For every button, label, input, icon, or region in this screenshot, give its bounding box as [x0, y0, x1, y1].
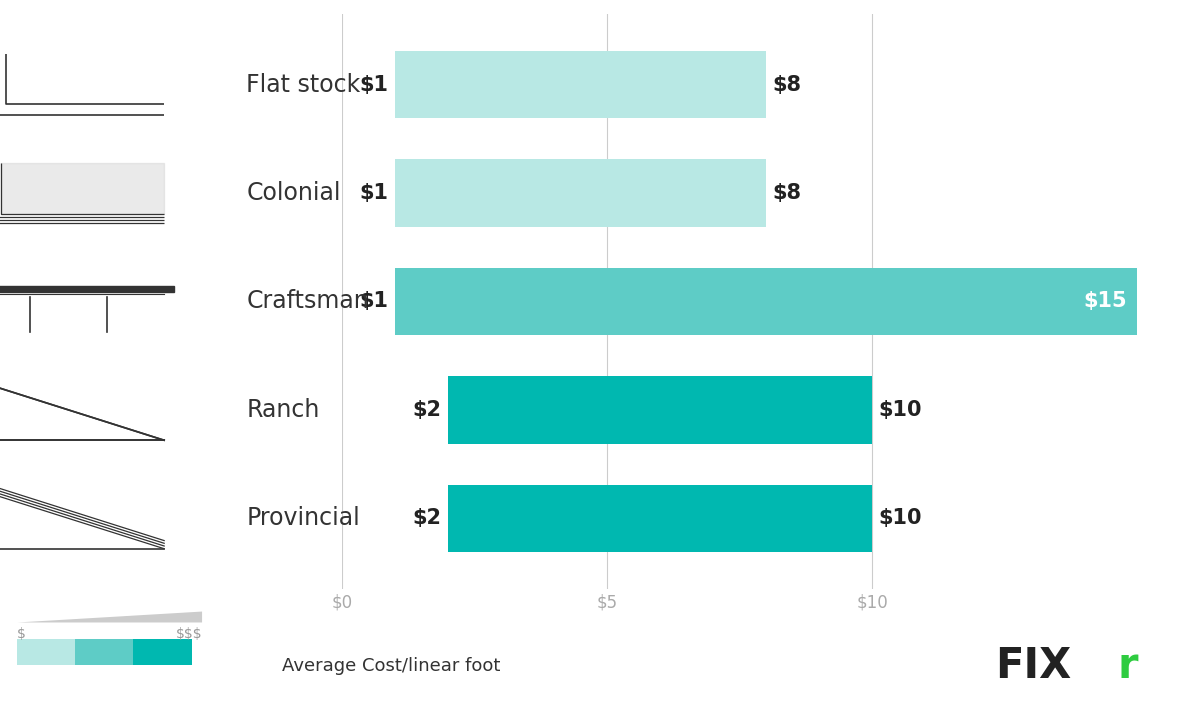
- Text: $1: $1: [360, 292, 389, 311]
- Polygon shape: [17, 611, 202, 622]
- Bar: [395, 51, 767, 118]
- Bar: [448, 376, 872, 444]
- Text: Colonial: Colonial: [246, 181, 341, 205]
- Bar: [17, 639, 76, 665]
- Polygon shape: [0, 286, 174, 292]
- Text: $2: $2: [413, 400, 442, 420]
- Bar: [448, 484, 872, 552]
- Text: $1: $1: [360, 74, 389, 95]
- Text: $10: $10: [878, 508, 922, 529]
- Text: $10: $10: [878, 400, 922, 420]
- Polygon shape: [1, 163, 164, 215]
- Text: Flat stock: Flat stock: [246, 72, 360, 97]
- Polygon shape: [0, 379, 164, 440]
- Text: $2: $2: [413, 508, 442, 529]
- Text: $1: $1: [360, 183, 389, 203]
- Text: Craftsman: Craftsman: [246, 290, 368, 313]
- Text: $15: $15: [1084, 292, 1127, 311]
- Text: $8: $8: [773, 74, 802, 95]
- Text: $$$: $$$: [175, 627, 202, 641]
- Text: Provincial: Provincial: [246, 506, 360, 531]
- Text: Average Cost/linear foot: Average Cost/linear foot: [282, 657, 500, 674]
- Bar: [395, 268, 1138, 335]
- Bar: [76, 639, 133, 665]
- Text: r: r: [1118, 645, 1139, 686]
- Text: $8: $8: [773, 183, 802, 203]
- Text: Ranch: Ranch: [246, 398, 319, 422]
- Text: FIX: FIX: [995, 645, 1072, 686]
- Bar: [395, 159, 767, 226]
- Text: $: $: [17, 627, 26, 641]
- Bar: [133, 639, 192, 665]
